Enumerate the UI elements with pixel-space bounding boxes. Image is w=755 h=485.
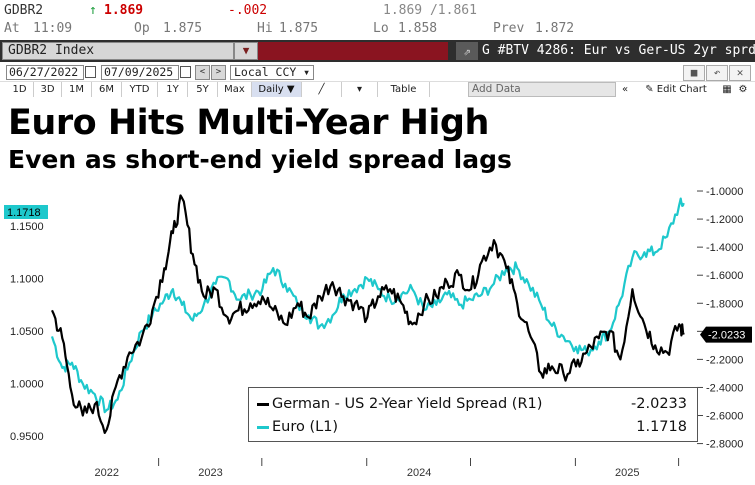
table-icon[interactable]: ▦ [722,84,732,95]
timeframe-1m[interactable]: 1M [62,82,92,97]
timeframe-bar: 1D 3D 1M 6M YTD 1Y 5Y Max Daily ▼ ╱ ▾ Ta… [0,82,755,98]
timeframe-ytd[interactable]: YTD [122,82,158,97]
right-tick-label: -1.2000 [706,214,743,226]
quote-time: 11:09 [33,21,73,36]
quote-at-label: At [4,21,20,36]
chart-type-dropdown[interactable]: ▾ [342,82,378,97]
quote-low-label: Lo [373,21,389,36]
legend-value-spread: -2.0233 [631,396,687,412]
chart-source-title: G #BTV 4286: Eur vs Ger-US 2yr sprd [482,43,755,58]
left-tick-label: 1.0000 [10,379,44,391]
x-tick-label: 2023 [198,467,222,479]
timeframe-5y[interactable]: 5Y [188,82,218,97]
up-arrow-icon: ↑ [89,3,97,18]
timeframe-6m[interactable]: 6M [92,82,122,97]
legend-label-spread: German - US 2-Year Yield Spread (R1) [272,396,543,412]
page-subtitle: Even as short-end yield spread lags [8,145,512,174]
quote-open: 1.875 [163,21,203,36]
left-tick-label: 1.1500 [10,221,44,233]
legend-item-spread: German - US 2-Year Yield Spread (R1) -2.… [257,393,687,415]
right-tick-label: -1.8000 [706,298,743,310]
line-chart: 2022 2023 2024 2025 0.9500 1.0000 1.0500 1.1000… [4,186,752,479]
security-input[interactable]: GDBR2 Index [2,42,234,60]
left-tick-label: 1.0500 [10,326,44,338]
quote-change: -.002 [228,3,268,18]
spread-last-tag [700,326,752,343]
security-status-fill [258,42,448,60]
right-tick-label: -2.8000 [706,439,743,451]
x-tick-label: 2022 [94,467,118,479]
start-calendar-icon[interactable] [85,66,96,78]
x-tick-label: 2025 [615,467,639,479]
date-bar: 06/27/2022 07/09/2025 < > Local CCY ▾ ■ … [0,62,755,82]
quote-prev-label: Prev [493,21,525,36]
legend-value-euro: 1.1718 [636,419,687,435]
frequency-select[interactable]: Daily ▼ [252,82,302,97]
left-tick-label: 1.1000 [10,274,44,286]
quote-bar: GDBR2 ↑ 1.869 -.002 1.869 /1.861 At 11:0… [0,0,755,40]
quote-high-label: Hi [257,21,273,36]
quote-ticker: GDBR2 [4,3,44,18]
legend-swatch-spread [257,402,269,406]
settings-icon[interactable]: ⚙ [738,84,748,95]
timeframe-3d[interactable]: 3D [34,82,62,97]
security-bar: GDBR2 Index ▼ ⇗ G #BTV 4286: Eur vs Ger-… [0,40,755,62]
page-title: Euro Hits Multi-Year High [8,103,489,143]
quote-last: 1.869 [104,3,144,18]
quote-open-label: Op [134,21,150,36]
close-icon[interactable]: ✕ [729,65,751,81]
quote-low: 1.858 [398,21,438,36]
collapse-icon[interactable]: « [621,84,629,95]
prev-period-button[interactable]: < [195,65,210,80]
chart-type-button[interactable]: ╱ [302,82,342,97]
stop-icon[interactable]: ■ [683,65,705,81]
legend-swatch-euro [257,425,269,429]
quote-prev: 1.872 [535,21,575,36]
edit-icon: ✎ [645,84,654,95]
spread-last-label: -2.0233 [708,330,745,342]
right-tick-label: -2.6000 [706,411,743,423]
chart-legend: German - US 2-Year Yield Spread (R1) -2.… [248,387,698,442]
euro-last-tag [4,205,48,219]
right-tick-label: -1.4000 [706,242,743,254]
x-tick-label: 2024 [407,467,431,479]
right-tick-label: -2.2000 [706,354,743,366]
euro-last-label: 1.1718 [7,207,41,219]
undo-icon[interactable]: ↶ [706,65,728,81]
security-dropdown-button[interactable]: ▼ [234,42,258,60]
right-tick-label: -1.6000 [706,270,743,282]
table-button[interactable]: Table [378,82,430,97]
series-line-spread [51,194,685,434]
right-tick-label: -1.0000 [706,186,743,198]
next-period-button[interactable]: > [211,65,226,80]
currency-label: Local CCY [234,65,297,79]
add-data-input[interactable]: Add Data [468,82,616,97]
legend-item-euro: Euro (L1) 1.1718 [257,416,687,438]
timeframe-1d[interactable]: 1D [6,82,34,97]
end-calendar-icon[interactable] [180,66,191,78]
timeframe-1y[interactable]: 1Y [158,82,188,97]
right-tick-label: -2.4000 [706,382,743,394]
external-link-icon[interactable]: ⇗ [456,42,478,60]
quote-high: 1.875 [279,21,319,36]
series-line-euro [50,197,685,414]
legend-label-euro: Euro (L1) [272,419,339,435]
quote-range: 1.869 /1.861 [383,3,477,18]
edit-chart-label: Edit Chart [656,84,707,95]
start-date-input[interactable]: 06/27/2022 [6,65,84,80]
end-date-input[interactable]: 07/09/2025 [101,65,179,80]
left-tick-label: 0.9500 [10,431,44,443]
currency-select[interactable]: Local CCY ▾ [230,65,314,80]
chevron-down-icon: ▾ [303,65,310,79]
edit-chart-button[interactable]: ✎ Edit Chart [633,82,719,97]
chart-area: 2022 2023 2024 2025 0.9500 1.0000 1.0500 1.1000… [0,180,755,481]
timeframe-max[interactable]: Max [218,82,252,97]
